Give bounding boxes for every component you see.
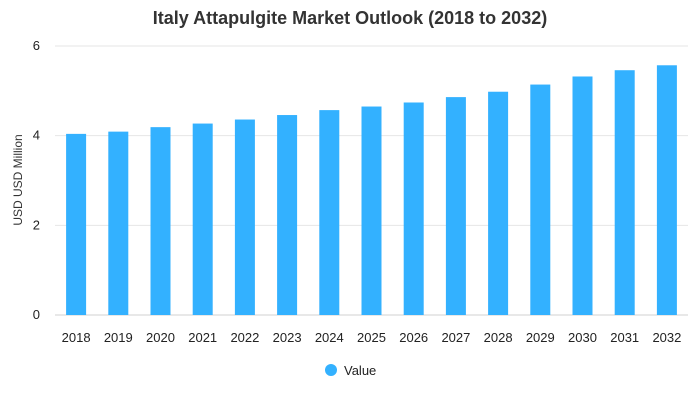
bar[interactable]	[403, 102, 424, 316]
x-tick-label: 2026	[399, 330, 428, 345]
x-tick-label: 2022	[230, 330, 259, 345]
x-tick-label: 2030	[568, 330, 597, 345]
legend-label[interactable]: Value	[344, 363, 376, 378]
bar[interactable]	[277, 115, 298, 315]
y-tick-label: 2	[33, 217, 40, 232]
bar[interactable]	[572, 76, 593, 315]
x-axis-ticks: 2018 2019 2020 2021 2022 2023 2024 2025 2026 2027…	[62, 330, 682, 345]
bar[interactable]	[614, 70, 635, 316]
bar[interactable]	[66, 133, 87, 315]
bar[interactable]	[361, 106, 382, 316]
bar[interactable]	[656, 65, 677, 315]
bar[interactable]	[108, 131, 129, 315]
x-tick-label: 2027	[441, 330, 470, 345]
x-tick-label: 2025	[357, 330, 386, 345]
bars	[66, 65, 677, 316]
bar[interactable]	[319, 110, 340, 315]
x-tick-label: 2029	[526, 330, 555, 345]
x-tick-label: 2018	[62, 330, 91, 345]
legend-marker[interactable]	[325, 364, 337, 376]
y-tick-label: 6	[33, 38, 40, 53]
x-tick-label: 2021	[188, 330, 217, 345]
bar[interactable]	[445, 97, 466, 315]
legend[interactable]: Value	[325, 363, 376, 378]
x-tick-label: 2023	[273, 330, 302, 345]
y-axis-label: USD USD Million	[11, 134, 25, 225]
x-tick-label: 2024	[315, 330, 344, 345]
x-tick-label: 2019	[104, 330, 133, 345]
y-tick-label: 0	[33, 307, 40, 322]
x-tick-label: 2032	[652, 330, 681, 345]
chart-title: Italy Attapulgite Market Outlook (2018 t…	[153, 8, 547, 28]
x-tick-label: 2020	[146, 330, 175, 345]
bar[interactable]	[488, 91, 509, 315]
bar[interactable]	[234, 119, 255, 315]
y-tick-label: 4	[33, 128, 40, 143]
bar[interactable]	[530, 84, 551, 315]
bar[interactable]	[192, 123, 213, 315]
x-tick-label: 2028	[484, 330, 513, 345]
bar[interactable]	[150, 127, 171, 315]
x-tick-label: 2031	[610, 330, 639, 345]
y-axis-ticks: 0 2 4 6	[33, 38, 40, 322]
